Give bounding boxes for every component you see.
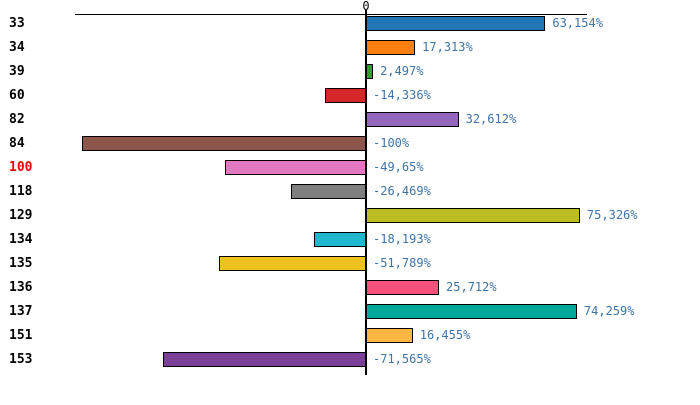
bar-129 [366,208,580,223]
value-label-137: 74,259% [583,304,635,318]
bar-134 [314,232,366,247]
top-axis-line [75,14,587,15]
value-label-135: -51,789% [373,256,431,270]
value-label-134: -18,193% [373,232,431,246]
value-label-84: -100% [373,136,410,150]
category-label-60: 60 [9,87,25,103]
bar-118 [290,184,366,199]
value-label-100: -49,65% [373,160,424,174]
category-label-100: 100 [9,159,33,175]
category-label-136: 136 [9,279,33,295]
category-label-151: 151 [9,327,33,343]
bar-34 [366,40,416,55]
value-label-60: -14,336% [373,88,431,102]
value-label-118: -26,469% [373,184,431,198]
category-label-84: 84 [9,135,25,151]
value-label-39: 2,497% [380,64,424,78]
value-label-82: 32,612% [465,112,517,126]
axis-zero-tick-label: 0 [362,0,370,13]
category-label-39: 39 [9,63,25,79]
category-label-137: 137 [9,303,33,319]
bar-151 [366,328,413,343]
category-label-129: 129 [9,207,33,223]
category-label-118: 118 [9,183,33,199]
value-label-153: -71,565% [373,352,431,366]
bar-153 [162,352,366,367]
category-label-134: 134 [9,231,33,247]
category-label-82: 82 [9,111,25,127]
category-label-153: 153 [9,351,33,367]
bar-60 [325,88,366,103]
bar-39 [366,64,374,79]
bar-33 [366,16,546,31]
bar-137 [366,304,577,319]
category-label-34: 34 [9,39,25,55]
value-label-33: 63,154% [552,16,603,30]
category-label-33: 33 [9,15,25,31]
bar-135 [218,256,366,271]
category-label-135: 135 [9,255,33,271]
zero-axis-line [365,10,367,375]
bar-136 [366,280,440,295]
bar-100 [224,160,366,175]
value-label-34: 17,313% [422,40,473,54]
bar-84 [82,136,366,151]
value-label-129: 75,326% [586,208,638,222]
bar-82 [366,112,459,127]
value-label-151: 16,455% [419,328,471,342]
value-label-136: 25,712% [446,280,497,294]
